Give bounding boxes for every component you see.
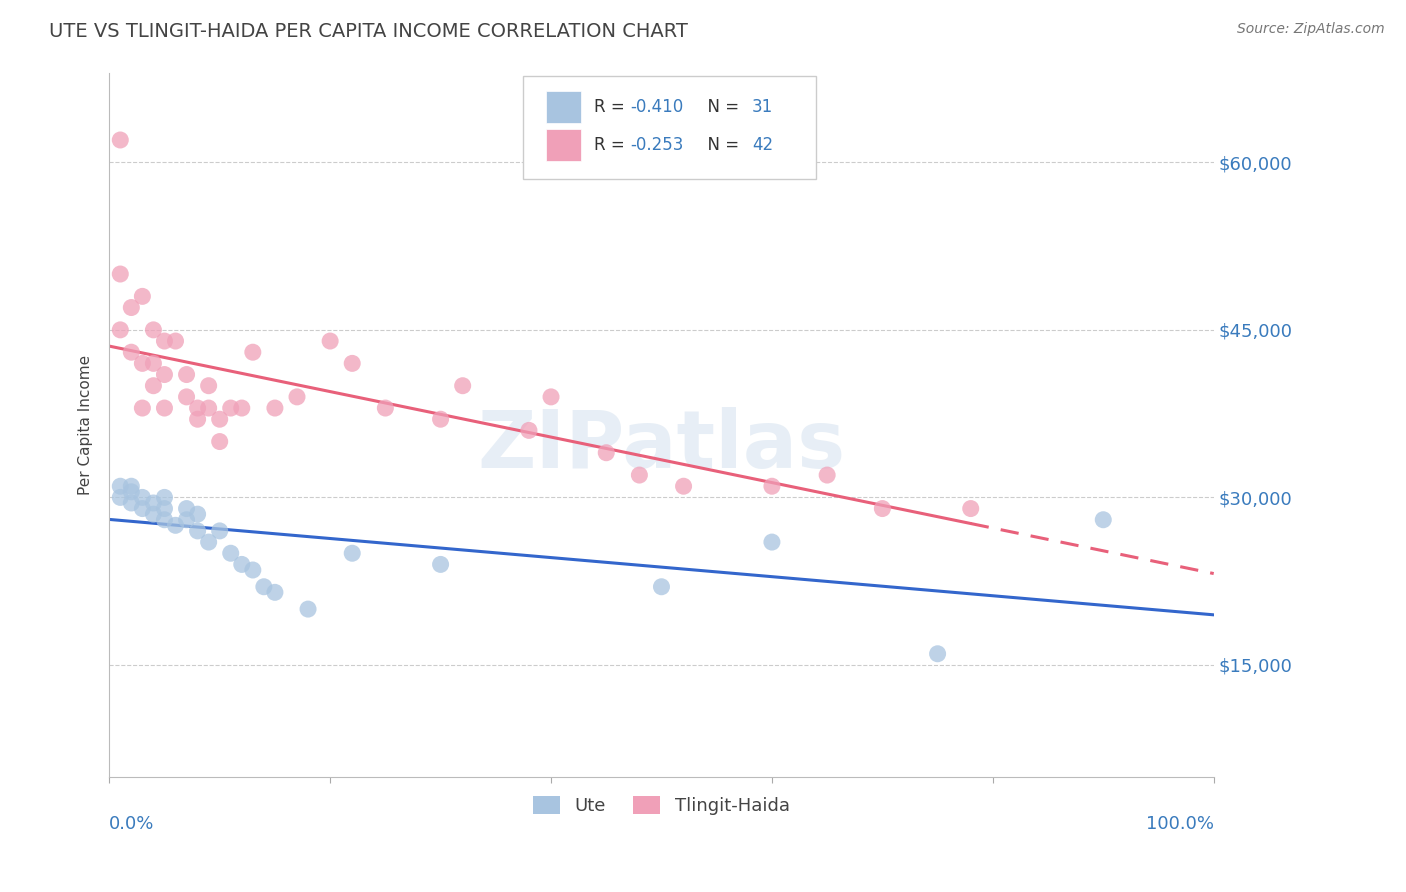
Bar <box>546 91 581 122</box>
Point <box>208 434 231 449</box>
Point <box>120 479 142 493</box>
Point <box>242 563 264 577</box>
Point <box>165 518 187 533</box>
Point <box>264 585 287 599</box>
Text: UTE VS TLINGIT-HAIDA PER CAPITA INCOME CORRELATION CHART: UTE VS TLINGIT-HAIDA PER CAPITA INCOME C… <box>49 22 688 41</box>
Point <box>165 334 187 348</box>
Point <box>672 479 695 493</box>
Point <box>187 412 209 426</box>
Point <box>297 602 319 616</box>
Point <box>208 412 231 426</box>
Point <box>264 401 287 415</box>
Point <box>187 507 209 521</box>
Point <box>219 546 242 560</box>
Point <box>110 133 132 147</box>
Point <box>120 484 142 499</box>
Point <box>176 390 198 404</box>
Point <box>142 378 165 392</box>
Point <box>872 501 894 516</box>
Text: R =: R = <box>595 136 630 153</box>
Point <box>142 496 165 510</box>
Text: 100.0%: 100.0% <box>1146 815 1213 833</box>
Point <box>153 334 176 348</box>
Point <box>595 446 617 460</box>
Point <box>120 301 142 315</box>
Point <box>153 401 176 415</box>
Point <box>231 558 253 572</box>
Point <box>131 491 153 505</box>
Point <box>253 580 276 594</box>
Point <box>761 479 783 493</box>
Point <box>208 524 231 538</box>
Point <box>153 368 176 382</box>
Point <box>153 491 176 505</box>
Point <box>142 507 165 521</box>
Point <box>131 289 153 303</box>
Point <box>176 501 198 516</box>
Y-axis label: Per Capita Income: Per Capita Income <box>79 355 93 495</box>
Text: -0.253: -0.253 <box>630 136 683 153</box>
Text: -0.410: -0.410 <box>630 98 683 116</box>
Point <box>342 546 364 560</box>
Point <box>242 345 264 359</box>
Point <box>187 524 209 538</box>
Text: 0.0%: 0.0% <box>110 815 155 833</box>
Point <box>176 368 198 382</box>
Point <box>517 423 540 437</box>
Point <box>451 378 474 392</box>
Point <box>1092 513 1115 527</box>
Text: Source: ZipAtlas.com: Source: ZipAtlas.com <box>1237 22 1385 37</box>
Point <box>815 468 838 483</box>
Point <box>429 412 451 426</box>
Point <box>153 513 176 527</box>
Point <box>131 356 153 370</box>
Point <box>120 496 142 510</box>
Point <box>131 401 153 415</box>
Point <box>131 501 153 516</box>
Bar <box>546 129 581 161</box>
Point <box>231 401 253 415</box>
Point <box>197 378 219 392</box>
Point <box>120 345 142 359</box>
Text: ZIPatlas: ZIPatlas <box>478 407 845 485</box>
Point <box>197 401 219 415</box>
Text: 31: 31 <box>752 98 773 116</box>
Point <box>761 535 783 549</box>
Text: 42: 42 <box>752 136 773 153</box>
Legend: Ute, Tlingit-Haida: Ute, Tlingit-Haida <box>524 787 799 824</box>
Point <box>429 558 451 572</box>
Point <box>374 401 396 415</box>
Point <box>959 501 981 516</box>
Point <box>187 401 209 415</box>
Text: N =: N = <box>697 98 744 116</box>
Point <box>285 390 308 404</box>
Text: N =: N = <box>697 136 744 153</box>
Point <box>319 334 342 348</box>
Point <box>142 356 165 370</box>
Point <box>153 501 176 516</box>
FancyBboxPatch shape <box>523 77 815 178</box>
Text: R =: R = <box>595 98 630 116</box>
Point <box>110 267 132 281</box>
Point <box>197 535 219 549</box>
Point <box>219 401 242 415</box>
Point <box>342 356 364 370</box>
Point <box>540 390 562 404</box>
Point <box>110 479 132 493</box>
Point <box>110 491 132 505</box>
Point <box>650 580 672 594</box>
Point <box>142 323 165 337</box>
Point <box>927 647 949 661</box>
Point <box>176 513 198 527</box>
Point <box>110 323 132 337</box>
Point <box>628 468 651 483</box>
